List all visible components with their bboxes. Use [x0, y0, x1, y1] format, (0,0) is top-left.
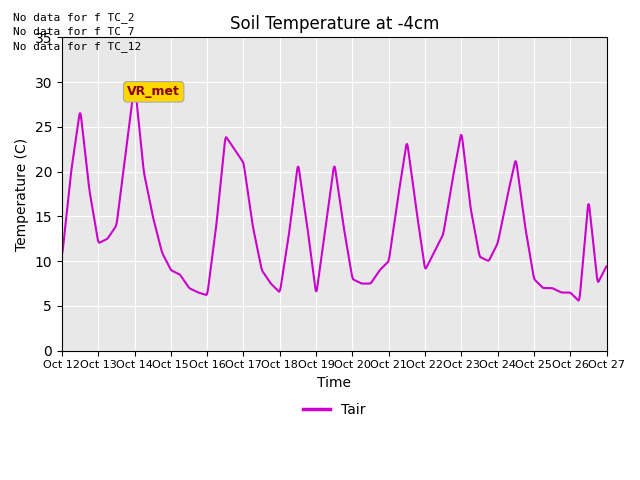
Text: No data for f TC_2: No data for f TC_2: [13, 12, 134, 23]
Legend: Tair: Tair: [297, 397, 371, 422]
Text: No data for f TC_7: No data for f TC_7: [13, 26, 134, 37]
X-axis label: Time: Time: [317, 376, 351, 390]
Text: VR_met: VR_met: [127, 85, 180, 98]
Text: No data for f TC_12: No data for f TC_12: [13, 41, 141, 52]
Y-axis label: Temperature (C): Temperature (C): [15, 137, 29, 251]
Title: Soil Temperature at -4cm: Soil Temperature at -4cm: [230, 15, 439, 33]
